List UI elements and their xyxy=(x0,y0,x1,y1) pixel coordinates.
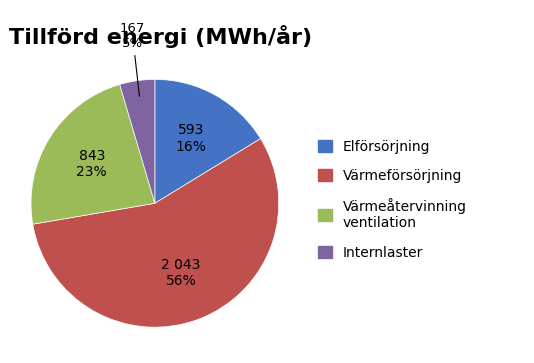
Legend: Elförsörjning, Värmeförsörjning, Värmeåtervinning
ventilation, Internlaster: Elförsörjning, Värmeförsörjning, Värmeåt… xyxy=(318,140,467,260)
Wedge shape xyxy=(120,79,155,203)
Wedge shape xyxy=(31,85,155,224)
Text: 843
23%: 843 23% xyxy=(76,149,107,179)
Text: Tillförd energi (MWh/år): Tillförd energi (MWh/år) xyxy=(9,25,312,48)
Text: 593
16%: 593 16% xyxy=(176,123,207,154)
Wedge shape xyxy=(155,79,261,203)
Wedge shape xyxy=(33,139,279,327)
Text: 167
5%: 167 5% xyxy=(120,22,145,96)
Text: 2 043
56%: 2 043 56% xyxy=(161,258,201,288)
